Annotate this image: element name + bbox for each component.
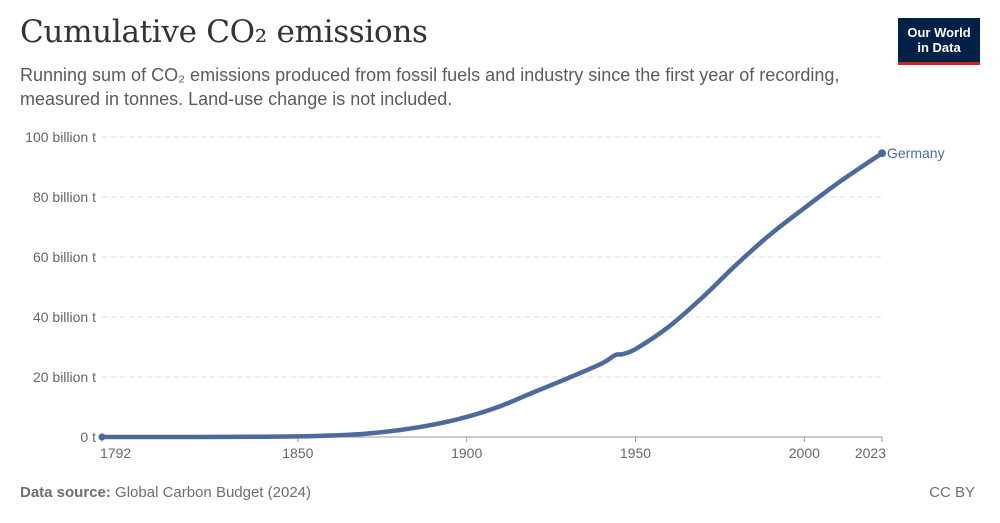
x-tick-label: 1792 — [100, 445, 131, 461]
data-source: Data source: Global Carbon Budget (2024) — [20, 484, 311, 501]
x-axis: 1792 1850 1900 1950 2000 2023 — [100, 436, 886, 461]
logo-line-1: Our World — [907, 25, 971, 40]
x-tick-label: 1900 — [451, 445, 482, 461]
gridlines — [102, 136, 882, 378]
chart-title: Cumulative CO₂ emissions — [20, 14, 428, 50]
x-tick-label: 1850 — [282, 445, 313, 461]
x-tick-label: 2023 — [855, 445, 886, 461]
chart-subtitle: Running sum of CO₂ emissions produced fr… — [20, 65, 840, 109]
y-tick-label: 0 t — [80, 429, 96, 445]
logo-line-2: in Data — [917, 40, 961, 55]
series-line-germany — [99, 150, 885, 440]
y-tick-label: 80 billion t — [33, 189, 96, 205]
series-group: Germany — [98, 145, 945, 441]
series-label: Germany — [887, 145, 945, 161]
data-source-label: Data source: — [20, 484, 111, 501]
y-tick-label: 20 billion t — [33, 369, 96, 385]
license-link[interactable]: CC BY — [929, 484, 975, 501]
series-end-point — [878, 149, 886, 158]
x-tick-label: 1950 — [620, 445, 651, 461]
y-tick-label: 100 billion t — [25, 129, 96, 145]
x-tick-label: 2000 — [789, 445, 820, 461]
y-axis-tick-labels: 0 t 20 billion t 40 billion t 60 billion t 8… — [25, 129, 96, 445]
data-source-link[interactable]: Global Carbon Budget (2024) — [115, 484, 312, 501]
series-start-point — [98, 433, 106, 441]
y-tick-label: 40 billion t — [33, 309, 96, 325]
y-tick-label: 60 billion t — [33, 249, 96, 265]
owid-logo[interactable]: Our World in Data — [898, 18, 980, 65]
